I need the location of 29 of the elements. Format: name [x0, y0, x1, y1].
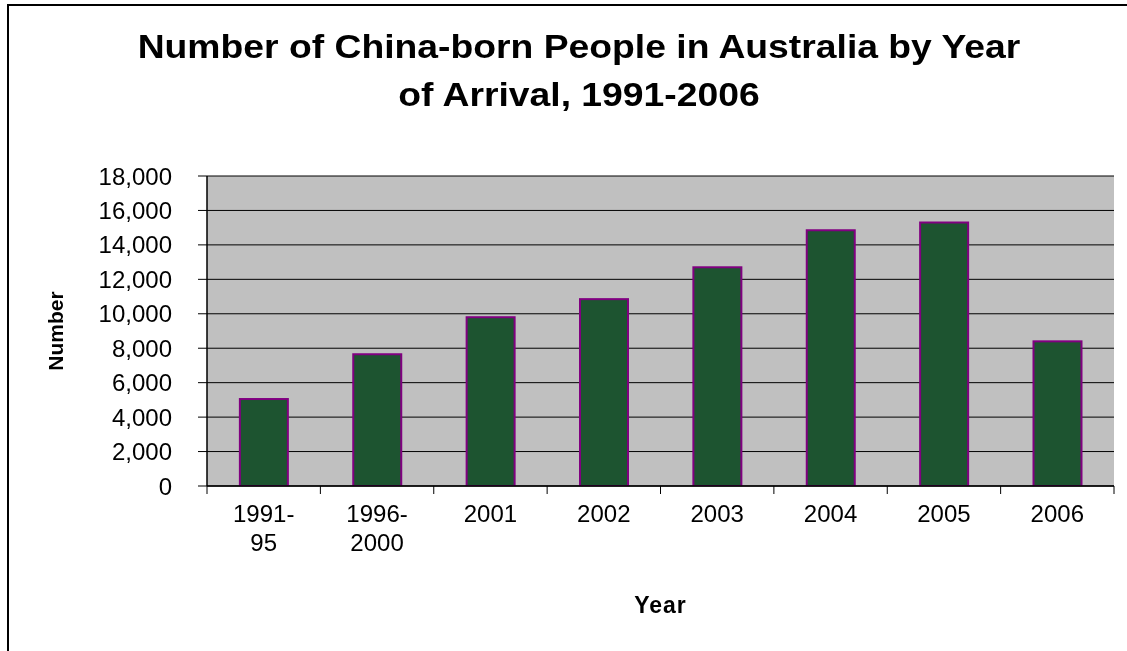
bar — [805, 229, 856, 486]
y-tick-label: 18,000 — [98, 162, 172, 190]
x-tick-label: 2003 — [690, 500, 744, 528]
bar — [352, 353, 403, 486]
y-tick-label: 16,000 — [98, 196, 172, 224]
bar — [919, 221, 970, 486]
y-tick-label: 10,000 — [98, 300, 172, 328]
y-tick-label: 2,000 — [111, 438, 172, 466]
x-tick-label: 2004 — [803, 500, 858, 528]
x-tick-label: 2005 — [917, 500, 971, 528]
y-tick-label: 12,000 — [98, 265, 172, 293]
x-tick-label: 2002 — [577, 500, 631, 528]
x-tick-label: 2006 — [1030, 500, 1085, 528]
y-tick-label: 8,000 — [111, 334, 172, 362]
y-axis-title: Number — [43, 291, 67, 371]
bar — [579, 298, 629, 486]
chart-title: Number of China-born People in Australia by Year of Arrival, 1991-2006 — [136, 27, 1022, 115]
y-tick-label: 0 — [158, 472, 172, 500]
y-tick-label: 4,000 — [111, 403, 172, 431]
x-tick-label: 1996-2000 — [346, 500, 408, 557]
x-tick-label: 1991-95 — [232, 500, 295, 557]
bar — [465, 316, 516, 486]
bar — [238, 398, 289, 486]
x-tick-label: 2001 — [463, 500, 518, 528]
bar — [692, 266, 743, 486]
y-tick-label: 6,000 — [111, 369, 172, 397]
y-tick-label: 14,000 — [98, 231, 172, 259]
x-axis-title: Year — [634, 592, 687, 618]
bar — [1032, 340, 1083, 486]
